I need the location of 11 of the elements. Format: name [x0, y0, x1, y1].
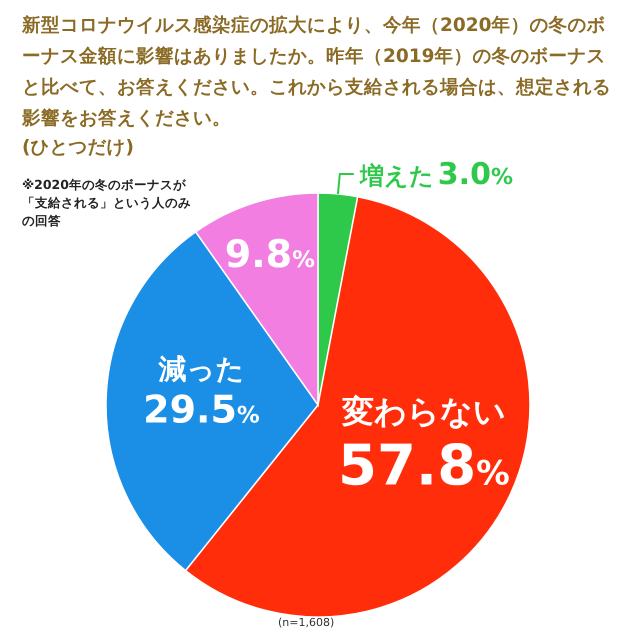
chart-title: 新型コロナウイルス感染症の拡大により、今年（2020年）の冬のボーナス金額に影響はありましたか。昨年（2019年）の冬のボーナスと比べて、お答えください。これから支給される場合は、想定される影響をお答えください。: [22, 14, 612, 131]
slice-label: 増えた: [358, 162, 434, 190]
data-label: 57.8%: [338, 434, 510, 499]
slice-label: 減った: [157, 352, 244, 386]
data-label: 9.8%: [224, 232, 316, 276]
chart-subtitle: (ひとつだけ): [22, 136, 134, 159]
text: (n=1,608): [278, 616, 334, 629]
data-label: 29.5%: [143, 387, 260, 432]
text: ※2020年の冬のボーナスが「支給される」という人のみの回答: [22, 176, 192, 230]
slice-label: 変わらない: [340, 392, 506, 431]
data-label: 3.0%: [438, 157, 514, 192]
